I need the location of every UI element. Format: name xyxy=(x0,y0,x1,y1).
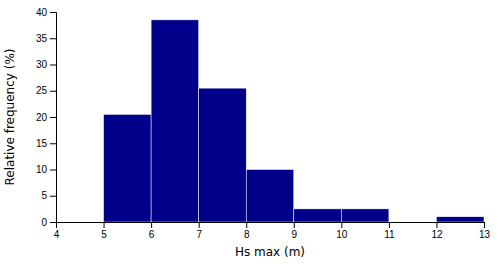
y-tick-mark xyxy=(50,12,56,13)
bar xyxy=(389,222,437,223)
y-tick-label: 10 xyxy=(36,164,48,175)
y-tick: 5 xyxy=(41,190,56,201)
plot: 4 5 6 7 8 9 10 11 12 13 0 5 10 15 20 25 30 35 40 xyxy=(36,7,491,240)
x-tick-label: 10 xyxy=(336,229,348,240)
y-tick: 40 xyxy=(36,7,56,18)
y-tick: 25 xyxy=(36,85,56,96)
bar xyxy=(246,170,294,223)
axis-line xyxy=(57,223,485,229)
x-tick: 13 xyxy=(479,222,491,240)
x-tick-mark xyxy=(246,222,247,228)
x-tick-mark xyxy=(436,222,437,228)
x-tick-label: 13 xyxy=(479,229,491,240)
y-tick-mark xyxy=(50,117,56,118)
x-tick: 8 xyxy=(244,222,250,240)
y-tick-mark xyxy=(50,196,56,197)
y-tick-label: 35 xyxy=(36,33,48,44)
axis-line xyxy=(50,13,57,223)
y-axis: 0 5 10 15 20 25 30 35 40 xyxy=(36,7,57,228)
x-tick-mark xyxy=(104,222,105,228)
y-tick-mark xyxy=(50,38,56,39)
x-tick-label: 8 xyxy=(244,229,250,240)
y-tick-label: 15 xyxy=(36,138,48,149)
y-tick: 0 xyxy=(41,217,56,228)
x-tick-mark xyxy=(199,222,200,228)
bar xyxy=(199,88,247,222)
x-tick: 12 xyxy=(431,222,443,240)
y-tick-mark xyxy=(50,65,56,66)
y-tick-mark xyxy=(50,170,56,171)
x-tick: 11 xyxy=(384,222,395,240)
x-tick: 7 xyxy=(196,222,202,240)
x-tick-mark xyxy=(294,222,295,228)
y-tick: 15 xyxy=(36,138,56,149)
bar xyxy=(341,209,389,222)
x-tick-label: 4 xyxy=(54,229,60,240)
y-tick-label: 5 xyxy=(41,190,47,201)
bars xyxy=(104,20,484,222)
x-tick-mark xyxy=(389,222,390,228)
y-tick-label: 40 xyxy=(36,7,48,18)
x-tick-mark xyxy=(151,222,152,228)
x-tick: 10 xyxy=(336,222,348,240)
bar xyxy=(436,217,484,222)
y-tick-mark xyxy=(50,222,56,223)
y-tick: 30 xyxy=(36,59,56,70)
y-tick-mark xyxy=(50,143,56,144)
y-tick-label: 25 xyxy=(36,85,48,96)
x-tick-label: 7 xyxy=(196,229,202,240)
chart: 4 5 6 7 8 9 10 11 12 13 0 5 10 15 20 25 30 35 40 Hs max (m)… xyxy=(0,0,500,264)
x-tick: 6 xyxy=(149,222,155,240)
x-tick-label: 6 xyxy=(149,229,155,240)
x-tick: 9 xyxy=(291,222,297,240)
bar xyxy=(56,222,104,223)
x-axis: 4 5 6 7 8 9 10 11 12 13 xyxy=(54,222,491,240)
y-tick-mark xyxy=(50,91,56,92)
bar xyxy=(294,209,342,222)
x-tick: 5 xyxy=(101,222,107,240)
x-tick-label: 11 xyxy=(384,229,395,240)
bar xyxy=(151,20,199,222)
x-tick-label: 9 xyxy=(291,229,297,240)
x-tick-label: 12 xyxy=(431,229,443,240)
x-tick-mark xyxy=(341,222,342,228)
x-tick-mark xyxy=(484,222,485,228)
y-tick: 35 xyxy=(36,33,56,44)
y-axis-title: Relative frequency (%) xyxy=(3,49,17,186)
x-tick: 4 xyxy=(54,222,60,240)
y-tick-label: 0 xyxy=(41,217,47,228)
y-tick-label: 20 xyxy=(36,112,48,123)
y-tick: 20 xyxy=(36,112,56,123)
bar xyxy=(104,114,152,222)
y-tick: 10 xyxy=(36,164,56,175)
x-axis-title: Hs max (m) xyxy=(235,245,305,259)
y-tick-label: 30 xyxy=(36,59,48,70)
x-tick-label: 5 xyxy=(101,229,107,240)
